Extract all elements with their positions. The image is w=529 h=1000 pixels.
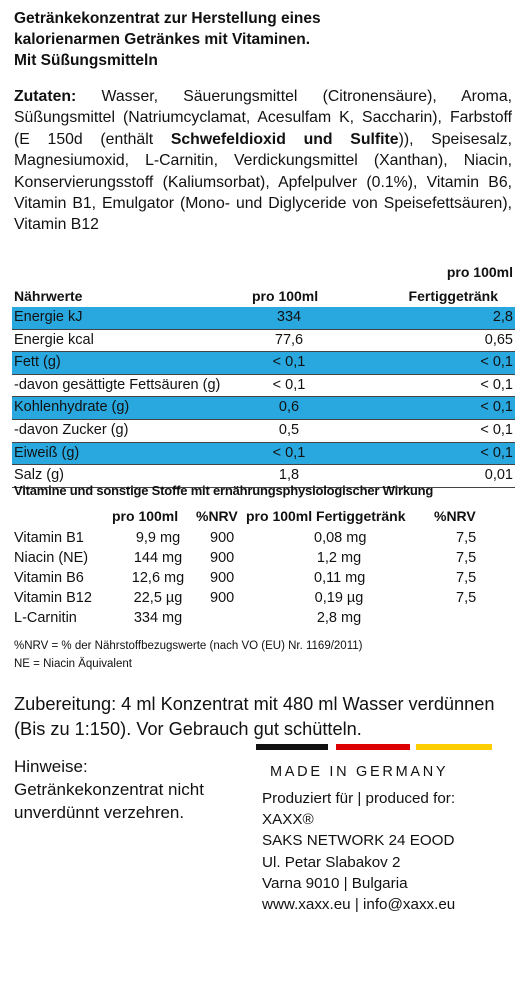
nutrition-label: Energie kJ (14, 309, 83, 325)
made-in-germany: MADE IN GERMANY (270, 764, 449, 780)
nutrition-value-drink: 0,01 (484, 467, 513, 484)
vitamins-col-per100-drink: pro 100ml Fertiggetränk (246, 508, 406, 524)
nutrition-label: Eiweiß (g) (14, 444, 80, 461)
vitamin-nrv-drink: 7,5 (456, 570, 477, 586)
nutrition-row: -davon Zucker (g) 0,5 < 0,1 (12, 420, 515, 443)
ingredients-part-2: )), Speisesalz, Magnesiumoxid, L-Carniti… (14, 130, 512, 234)
vitamin-nrv: 900 (210, 570, 235, 586)
vitamins-title: Vitamine und sonstige Stoffe mit ernähru… (14, 483, 434, 498)
producer-line-1: Produziert für | produced for: (262, 790, 456, 807)
vitamins-col-nrv: %NRV (196, 508, 238, 524)
nutrition-label: Energie kcal (14, 331, 94, 348)
nutrition-value-per100: 77,6 (274, 331, 304, 348)
nutrition-label: Salz (g) (14, 467, 64, 484)
hints-text: Getränkekonzentrat nicht unverdünnt verz… (14, 780, 204, 822)
vitamins-header: pro 100ml %NRV pro 100ml Fertiggetränk %… (14, 508, 514, 526)
nutrition-value-drink: < 0,1 (480, 399, 513, 416)
title-line-1: Getränkekonzentrat zur Herstellung eines (14, 10, 321, 27)
vitamin-value-drink: 0,19 µg (314, 590, 364, 606)
vitamin-nrv-drink: 7,5 (456, 550, 477, 566)
title-line-3: Mit Süßungsmitteln (14, 52, 158, 69)
vitamins-col-nrv2: %NRV (434, 508, 476, 524)
vitamin-value-per100: 144 mg (133, 550, 183, 566)
nutrition-row: -davon gesättigte Fettsäuren (g) < 0,1 < 0… (12, 375, 515, 398)
vitamin-name: L-Carnitin (14, 610, 77, 626)
nutrition-row: Eiweiß (g) < 0,1 < 0,1 (12, 442, 515, 466)
nutrition-value-per100: 1,8 (278, 467, 300, 484)
nutrition-row: Energie kJ 334 2,8 (12, 307, 515, 330)
nutrition-row: Kohlenhydrate (g) 0,6 < 0,1 (12, 397, 515, 420)
hints-heading: Hinweise: (14, 757, 88, 776)
vitamin-row: L-Carnitin 334 mg 2,8 mg (14, 610, 514, 630)
producer-address: Produziert für | produced for: XAXX® SAK… (262, 788, 455, 915)
nutrition-value-per100: < 0,1 (272, 354, 306, 371)
ingredients-label: Zutaten: (14, 88, 77, 105)
nutrition-value-per100: < 0,1 (272, 376, 306, 393)
vitamin-value-drink: 2,8 mg (316, 610, 362, 626)
nutrition-row: Energie kcal 77,6 0,65 (12, 330, 515, 353)
vitamin-value-drink: 0,08 mg (314, 530, 367, 546)
vitamin-row: Vitamin B6 12,6 mg 900 0,11 mg 7,5 (14, 570, 514, 590)
nutrition-value-per100: 0,5 (278, 421, 300, 438)
vitamin-name: Vitamin B12 (14, 590, 92, 606)
vitamin-nrv: 900 (210, 530, 235, 546)
nutrition-row: Salz (g) 1,8 0,01 (12, 465, 515, 488)
flag-stripe-gold (416, 744, 492, 750)
vitamin-name: Vitamin B6 (14, 570, 84, 586)
footnote-ne: NE = Niacin Äquivalent (14, 658, 132, 670)
nutrition-col2-header-line1: pro 100ml (446, 264, 513, 280)
producer-street: Ul. Petar Slabakov 2 (262, 853, 401, 871)
hints-block: Hinweise: Getränkekonzentrat nicht unver… (14, 755, 254, 824)
nutrition-value-per100: 0,6 (278, 399, 300, 416)
preparation-text: Zubereitung: 4 ml Konzentrat mit 480 ml … (14, 694, 495, 739)
nutrition-value-drink: < 0,1 (480, 376, 513, 393)
nutrition-value-per100: 334 (276, 309, 302, 325)
vitamin-row: Vitamin B1 9,9 mg 900 0,08 mg 7,5 (14, 530, 514, 550)
vitamin-value-per100: 12,6 mg (131, 570, 185, 586)
vitamin-row: Niacin (NE) 144 mg 900 1,2 mg 7,5 (14, 550, 514, 570)
nutrition-table: Energie kJ 334 2,8 Energie kcal 77,6 0,65 Fett… (12, 307, 515, 488)
vitamins-col-per100: pro 100ml (112, 508, 179, 524)
vitamin-name: Vitamin B1 (14, 530, 84, 546)
vitamin-nrv: 900 (210, 590, 235, 606)
nutrition-header-label: Nährwerte (14, 288, 83, 304)
nutrition-col1-header: pro 100ml (252, 288, 319, 304)
producer-city: Varna 9010 | Bulgaria (262, 874, 408, 892)
vitamins-table: Vitamin B1 9,9 mg 900 0,08 mg 7,5 Niacin (NE)… (14, 530, 514, 630)
ingredients-text: Zutaten: Wasser, Säuerungsmittel (Citron… (14, 86, 512, 236)
ingredients-part-1: Wasser, Säuerungsmittel (Citronensäure),… (14, 88, 512, 148)
producer-web: www.xaxx.eu | info@xaxx.eu (262, 896, 456, 914)
flag-stripe-red (336, 744, 410, 750)
vitamin-row: Vitamin B12 22,5 µg 900 0,19 µg 7,5 (14, 590, 514, 610)
nutrition-value-drink: < 0,1 (480, 354, 513, 371)
vitamin-value-per100: 9,9 mg (135, 530, 181, 546)
nutrition-col2-header-line2: Fertiggetränk (408, 288, 498, 304)
nutrition-label: Fett (g) (14, 354, 61, 371)
nutrition-value-drink: < 0,1 (480, 421, 513, 438)
nutrition-label: Kohlenhydrate (g) (14, 399, 130, 416)
vitamin-nrv-drink: 7,5 (456, 590, 477, 606)
flag-stripe-black (256, 744, 328, 750)
vitamin-value-per100: 22,5 µg (133, 590, 183, 606)
title-line-2: kalorienarmen Getränkes mit Vitaminen. (14, 31, 311, 48)
allergen-sulfites: Schwefeldioxid und Sulfite (170, 130, 399, 148)
nutrition-value-per100: < 0,1 (272, 444, 306, 461)
footnote-nrv: %NRV = % der Nährstoffbezugswerte (nach … (14, 640, 363, 652)
vitamin-value-drink: 1,2 mg (316, 550, 362, 566)
nutrition-value-drink: < 0,1 (480, 444, 513, 461)
vitamin-value-per100: 334 mg (133, 610, 183, 626)
producer-company: SAKS NETWORK 24 EOOD (262, 832, 455, 850)
vitamin-nrv-drink: 7,5 (456, 530, 477, 546)
nutrition-label: -davon Zucker (g) (14, 421, 129, 438)
nutrition-value-drink: 0,65 (484, 331, 513, 348)
nutrition-row: Fett (g) < 0,1 < 0,1 (12, 352, 515, 375)
vitamin-name: Niacin (NE) (14, 550, 89, 566)
product-title: Getränkekonzentrat zur Herstellung eines… (14, 8, 514, 71)
producer-brand: XAXX® (262, 811, 314, 829)
nutrition-value-drink: 2,8 (492, 309, 513, 325)
vitamin-value-drink: 0,11 mg (314, 570, 366, 586)
vitamin-nrv: 900 (210, 550, 235, 566)
nutrition-header: Nährwerte pro 100ml Fertiggetränk (14, 288, 514, 306)
nutrition-label: -davon gesättigte Fettsäuren (g) (14, 376, 221, 393)
